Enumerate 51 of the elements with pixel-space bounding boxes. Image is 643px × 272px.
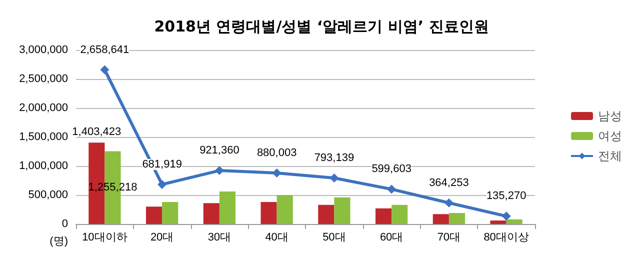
bar	[334, 197, 350, 224]
data-label: 793,139	[314, 152, 354, 164]
data-label: 364,253	[429, 176, 469, 189]
bar	[146, 206, 162, 224]
bar	[392, 204, 408, 224]
point	[214, 166, 224, 176]
y-tick-label: 2,500,000	[19, 73, 68, 85]
bar	[448, 212, 466, 224]
legend-label: 남성	[598, 109, 622, 123]
x-tick-label: 10대이하	[82, 232, 128, 244]
data-label: 681,919	[142, 158, 182, 170]
y-tick-label: 500,000	[28, 189, 68, 201]
point	[444, 198, 454, 208]
point	[387, 184, 396, 194]
x-tick-label: 80대이상	[484, 232, 529, 244]
x-tick-label: 40대	[265, 232, 288, 244]
x-tick-label: 60대	[380, 232, 404, 244]
bar	[432, 214, 449, 224]
bar	[490, 220, 506, 224]
legend-label: 전체	[598, 149, 622, 163]
y-tick-label: 0	[62, 218, 68, 230]
data-label: 2,658,641	[80, 44, 130, 56]
bar	[376, 208, 392, 224]
x-tick-label: 70대	[437, 232, 461, 244]
point	[158, 180, 167, 189]
x-tick-label: 30대	[208, 232, 232, 244]
bar	[276, 195, 293, 224]
y-tick-label: 1,000,000	[19, 160, 68, 172]
bar	[318, 204, 334, 224]
point	[330, 174, 339, 182]
bar	[162, 202, 178, 224]
point	[100, 65, 110, 74]
x-tick-label: 20대	[150, 232, 174, 244]
data-label: 599,603	[372, 163, 412, 176]
bar	[203, 203, 220, 224]
data-label: 1,255,218	[88, 182, 138, 194]
point	[502, 212, 511, 221]
y-tick-label: 3,000,000	[19, 44, 68, 56]
chart-title: 2018년 연령대별/성별 ‘알레르기 비염’ 진료인원	[154, 18, 489, 36]
data-label: 921,360	[200, 144, 240, 157]
x-tick-label: 50대	[322, 232, 346, 244]
bar	[219, 192, 236, 224]
y-axis-title: (명)	[50, 236, 68, 248]
data-label: 1,403,423	[72, 126, 122, 138]
data-label: 880,003	[256, 146, 297, 159]
legend-label: 여성	[598, 129, 622, 143]
data-label: 135,270	[486, 190, 526, 202]
y-tick-label: 2,000,000	[19, 102, 68, 114]
bar	[260, 202, 277, 224]
bar	[506, 219, 522, 224]
y-tick-label: 1,500,000	[19, 131, 68, 143]
